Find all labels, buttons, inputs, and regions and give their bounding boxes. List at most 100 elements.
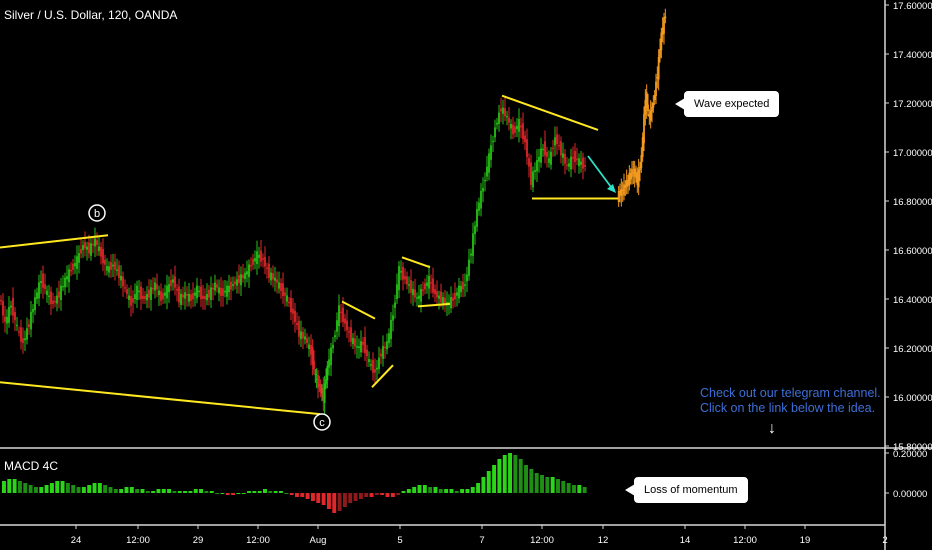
macd-bar bbox=[358, 493, 363, 499]
macd-bar bbox=[273, 491, 278, 493]
macd-bar bbox=[23, 483, 28, 493]
down-arrow-icon: ↓ bbox=[768, 420, 776, 437]
candle bbox=[336, 320, 338, 332]
candle bbox=[196, 285, 198, 299]
candle bbox=[306, 338, 308, 344]
candle bbox=[326, 365, 329, 381]
candle bbox=[552, 147, 554, 149]
candle bbox=[204, 296, 206, 300]
candle bbox=[510, 123, 512, 129]
candle bbox=[550, 151, 552, 165]
candle bbox=[58, 291, 60, 298]
candle bbox=[364, 337, 366, 354]
macd-bar bbox=[60, 481, 65, 493]
candle bbox=[262, 258, 264, 260]
macd-bar bbox=[225, 493, 230, 495]
macd-bar bbox=[417, 485, 422, 493]
candle bbox=[434, 289, 436, 295]
macd-bar bbox=[380, 493, 385, 495]
candle bbox=[126, 289, 128, 295]
candle bbox=[182, 294, 184, 298]
candle bbox=[348, 331, 350, 333]
candle bbox=[4, 316, 6, 322]
candle bbox=[108, 266, 110, 273]
wave-point-c bbox=[313, 413, 331, 431]
candle bbox=[172, 279, 174, 283]
candle bbox=[286, 295, 288, 302]
candle bbox=[318, 383, 321, 388]
candle bbox=[160, 291, 162, 301]
candle bbox=[378, 357, 380, 369]
candle bbox=[226, 285, 228, 297]
time-tick-label: 19 bbox=[800, 535, 811, 546]
candle bbox=[44, 284, 46, 290]
macd-bar bbox=[342, 493, 347, 507]
candle bbox=[232, 284, 234, 286]
candle bbox=[250, 265, 252, 267]
macd-bar bbox=[156, 489, 161, 493]
candle bbox=[46, 290, 48, 296]
candle bbox=[572, 157, 574, 159]
candle bbox=[124, 287, 126, 289]
price-tick-label: 17.20000 bbox=[893, 99, 932, 110]
candle bbox=[420, 288, 422, 302]
candle bbox=[308, 344, 310, 349]
candle bbox=[500, 108, 502, 112]
macd-tick-label: 0.20000 bbox=[893, 449, 927, 460]
candle bbox=[264, 256, 266, 267]
candle bbox=[358, 346, 360, 348]
candle bbox=[266, 267, 268, 269]
candle bbox=[28, 324, 30, 328]
candle bbox=[488, 153, 490, 173]
macd-bar bbox=[220, 493, 225, 494]
candle bbox=[296, 323, 298, 326]
macd-bar bbox=[577, 485, 582, 493]
candle bbox=[578, 158, 580, 167]
projection-candle bbox=[648, 114, 651, 118]
macd-bar bbox=[199, 489, 204, 493]
candle bbox=[30, 311, 32, 330]
candle bbox=[354, 338, 356, 347]
macd-bar bbox=[231, 493, 235, 495]
candle bbox=[90, 243, 92, 256]
candle bbox=[260, 250, 262, 262]
macd-bar bbox=[103, 485, 108, 493]
candle bbox=[462, 281, 464, 290]
trendline bbox=[0, 234, 109, 249]
candle bbox=[468, 259, 470, 276]
projection-candle bbox=[647, 104, 649, 112]
candle bbox=[346, 320, 348, 331]
projection-candle bbox=[627, 179, 629, 184]
candle bbox=[356, 346, 358, 348]
candle bbox=[50, 291, 52, 305]
macd-bar bbox=[481, 477, 486, 493]
macd-bar bbox=[369, 493, 374, 497]
candle bbox=[315, 378, 318, 381]
candle bbox=[464, 284, 466, 286]
macd-bar bbox=[582, 487, 587, 493]
wave-point-b bbox=[88, 204, 106, 222]
time-tick-label: 7 bbox=[479, 535, 484, 546]
macd-bar bbox=[348, 493, 353, 503]
candle bbox=[154, 282, 156, 291]
macd-bar bbox=[364, 493, 369, 497]
macd-bar bbox=[97, 483, 102, 493]
projection-candle bbox=[624, 184, 627, 189]
time-tick-label: 5 bbox=[397, 535, 402, 546]
projection-candle bbox=[643, 114, 645, 144]
candle bbox=[458, 285, 460, 299]
candle bbox=[418, 295, 420, 299]
macd-bar bbox=[33, 487, 38, 493]
candle bbox=[538, 156, 540, 162]
candle bbox=[338, 305, 340, 327]
macd-bar bbox=[252, 491, 257, 493]
macd-bar bbox=[204, 491, 209, 493]
projection-candle bbox=[639, 166, 641, 171]
candle bbox=[302, 331, 304, 339]
macd-bar bbox=[92, 483, 97, 493]
candle bbox=[522, 123, 524, 140]
candle bbox=[494, 127, 496, 138]
candle bbox=[530, 162, 532, 185]
candle bbox=[317, 374, 319, 388]
